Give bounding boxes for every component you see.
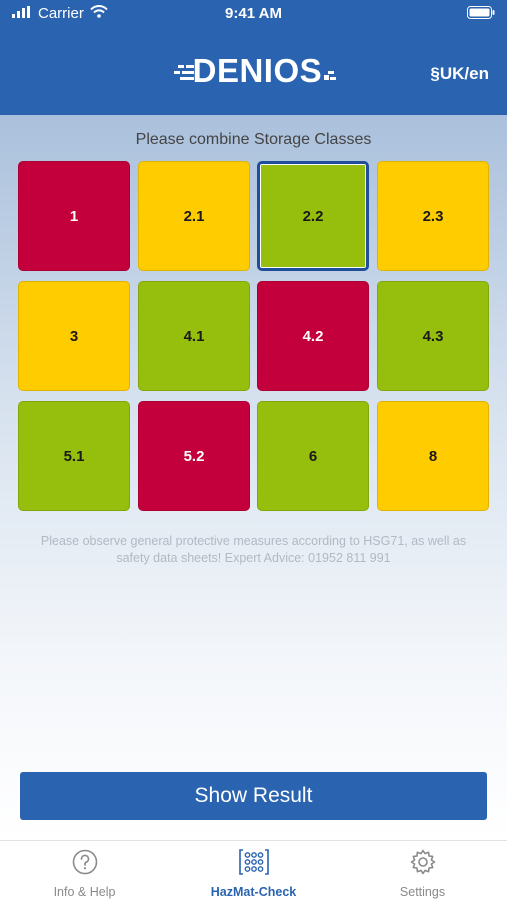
tab-settings[interactable]: Settings xyxy=(338,841,507,901)
storage-class-tile-2-3[interactable]: 2.3 xyxy=(377,161,489,271)
storage-class-tile-4-3[interactable]: 4.3 xyxy=(377,281,489,391)
storage-class-tile-5-1[interactable]: 5.1 xyxy=(18,401,130,511)
wifi-icon xyxy=(90,5,108,22)
storage-class-tile-2-1[interactable]: 2.1 xyxy=(138,161,250,271)
question-circle-icon xyxy=(72,849,98,875)
page-prompt: Please combine Storage Classes xyxy=(135,131,372,148)
status-bar: Carrier 9:41 AM xyxy=(0,0,507,28)
tab-hazmat-check-label: HazMat-Check xyxy=(210,885,297,899)
logo-text: DENIOS xyxy=(192,51,323,89)
carrier-name: Carrier xyxy=(38,5,84,22)
storage-class-tile-2-2[interactable]: 2.2 xyxy=(257,161,369,271)
tab-bar: Info & Help HazMat-Check xyxy=(0,840,507,901)
battery-icon xyxy=(467,6,495,23)
tab-info-help-label: Info & Help xyxy=(53,885,116,899)
status-left: Carrier xyxy=(12,5,108,22)
main-content: Please combine Storage Classes 1 2.1 2.2… xyxy=(0,115,507,840)
gear-icon xyxy=(410,849,436,875)
storage-class-tile-4-2[interactable]: 4.2 xyxy=(257,281,369,391)
signal-icon xyxy=(12,5,32,22)
storage-class-tile-6[interactable]: 6 xyxy=(257,401,369,511)
storage-class-tile-1[interactable]: 1 xyxy=(18,161,130,271)
tab-hazmat-check[interactable]: HazMat-Check xyxy=(169,841,338,901)
status-time: 9:41 AM xyxy=(225,5,282,22)
tab-settings-label: Settings xyxy=(399,885,446,899)
logo-dot-icon xyxy=(322,55,337,85)
app-header: Carrier 9:41 AM DEN xyxy=(0,0,507,115)
storage-class-tile-5-2[interactable]: 5.2 xyxy=(138,401,250,511)
storage-class-tile-8[interactable]: 8 xyxy=(377,401,489,511)
storage-class-grid: 1 2.1 2.2 2.3 3 4.1 4.2 4.3 5.1 5.2 6 8 xyxy=(18,161,489,515)
region-selector[interactable]: §UK/en xyxy=(430,64,489,83)
logo-pixel-icon xyxy=(174,55,194,85)
tab-info-help[interactable]: Info & Help xyxy=(0,841,169,901)
safety-note: Please observe general protective measur… xyxy=(40,534,467,565)
denios-logo: DENIOS xyxy=(174,50,337,90)
storage-class-tile-4-1[interactable]: 4.1 xyxy=(138,281,250,391)
show-result-button[interactable]: Show Result xyxy=(20,772,487,820)
storage-class-tile-3[interactable]: 3 xyxy=(18,281,130,391)
grid-dots-icon xyxy=(239,849,269,875)
